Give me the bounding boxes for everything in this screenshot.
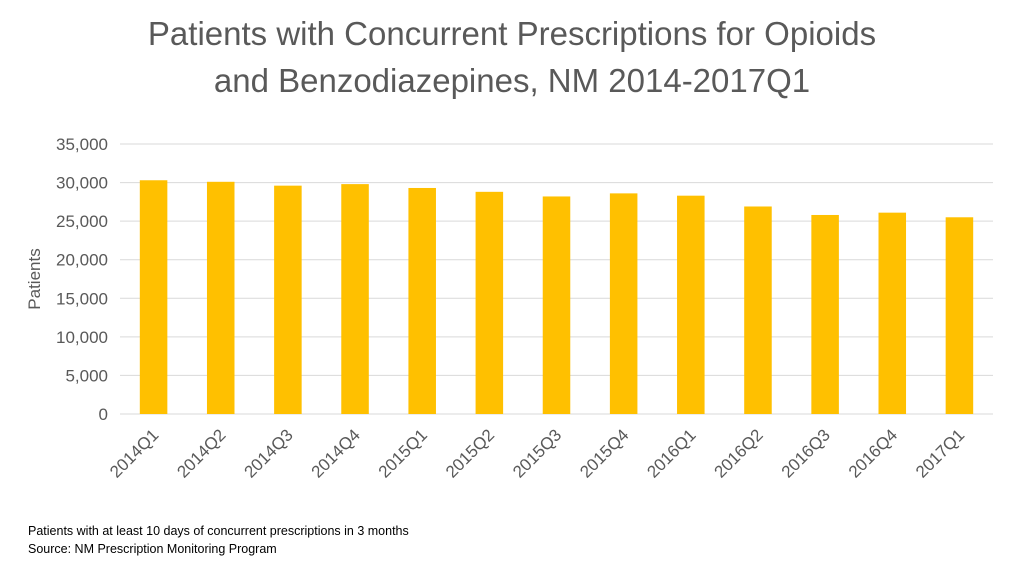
x-tick-label: 2016Q4 [845,425,901,481]
x-tick-label: 2015Q2 [442,425,498,481]
footnotes: Patients with at least 10 days of concur… [28,522,409,558]
bar [341,184,369,414]
bar [274,185,302,414]
y-tick-label: 30,000 [56,174,108,193]
y-axis-label: Patients [25,248,44,309]
bar [475,191,504,414]
y-tick-label: 25,000 [56,212,108,231]
bar-chart: 0 5,000 10,000 15,000 20,000 25,000 30,000 35,0… [25,135,993,482]
bar [139,180,168,414]
bar [542,196,571,414]
bar [945,217,974,414]
y-tick-label: 10,000 [56,328,108,347]
x-tick-label: 2015Q3 [509,425,565,481]
bar [744,206,772,414]
bar [408,187,436,414]
chart-title: Patients with Concurrent Prescriptions f… [62,10,962,104]
footnote-note: Patients with at least 10 days of concur… [28,524,409,538]
bar [609,193,638,414]
bar [677,195,705,414]
y-tick-label: 5,000 [65,366,108,385]
x-tick-label: 2016Q3 [778,425,834,481]
x-tick-label: 2016Q1 [643,425,699,481]
x-tick-label: 2017Q1 [912,425,968,481]
x-tick-label: 2015Q4 [576,425,632,481]
chart-title-line-2: and Benzodiazepines, NM 2014-2017Q1 [213,62,811,99]
y-tick-label: 35,000 [56,135,108,154]
x-tick-label: 2014Q4 [308,425,364,481]
bar [811,214,839,414]
bar [206,181,235,414]
y-tick-label: 15,000 [56,289,108,308]
footnote-source: Source: NM Prescription Monitoring Progr… [28,542,277,556]
y-tick-label: 20,000 [56,251,108,270]
x-tick-label: 2016Q2 [711,425,767,481]
y-tick-label: 0 [99,405,108,424]
chart-title-line-1: Patients with Concurrent Prescriptions f… [147,15,877,52]
x-tick-label: 2014Q1 [106,425,162,481]
x-tick-label: 2014Q2 [173,425,229,481]
bar [878,212,907,414]
x-tick-label: 2015Q1 [375,425,431,481]
x-tick-label: 2014Q3 [240,425,296,481]
